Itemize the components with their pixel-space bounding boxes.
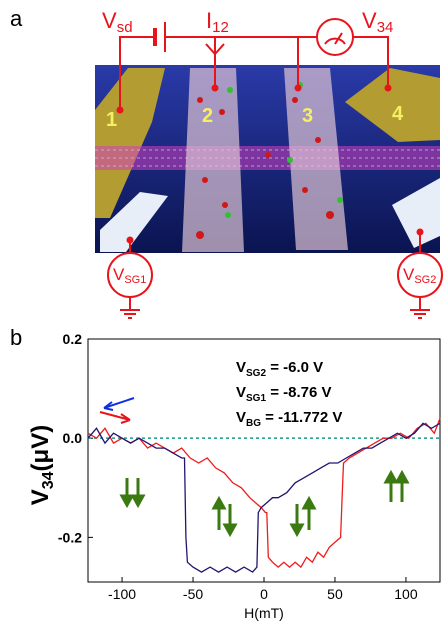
y-tick-label: -0.2 xyxy=(58,529,82,545)
subscript: 12 xyxy=(212,19,229,36)
annotation-value: = -11.772 V xyxy=(261,409,342,426)
subscript: 34 xyxy=(40,471,57,489)
x-tick-label: -50 xyxy=(183,586,203,602)
symbol: I xyxy=(206,8,212,33)
annotation: VSG1 = -8.76 V xyxy=(236,384,332,404)
panel-label: b xyxy=(10,325,22,350)
symbol: V xyxy=(27,489,54,505)
symbol: V xyxy=(362,8,377,33)
symbol: V xyxy=(236,359,246,376)
v34-label: V34 xyxy=(362,8,393,36)
subscript: SG1 xyxy=(246,393,266,404)
spin-arrows xyxy=(119,469,410,538)
symbol: V xyxy=(113,265,125,284)
y-axis-label: V34(μV) xyxy=(27,425,57,506)
x-tick-label: 50 xyxy=(327,586,343,602)
data-line xyxy=(87,422,441,573)
y-tick-label: 0.0 xyxy=(63,430,83,446)
electrode-label: 1 xyxy=(106,109,117,131)
electrode-label: 2 xyxy=(202,105,213,127)
annotation-value: = -6.0 V xyxy=(266,359,323,376)
annotation: VSG2 = -6.0 V xyxy=(236,359,323,379)
x-tick-label: -100 xyxy=(108,586,136,602)
electrode-label: 3 xyxy=(302,105,313,127)
direction-arrows xyxy=(99,397,135,424)
annotation-value: = -8.76 V xyxy=(266,384,331,401)
device-illustration: 1 2 3 4 xyxy=(95,65,440,253)
circuit: Vsd I12 V34 VSG1 VSG2 xyxy=(102,8,443,319)
symbol: V xyxy=(236,384,246,401)
subscript: BG xyxy=(246,418,261,429)
symbol: V xyxy=(102,8,117,33)
annotation: VBG = -11.772 V xyxy=(236,409,342,429)
x-tick-label: 0 xyxy=(260,586,268,602)
data-line xyxy=(87,418,441,569)
vsd-label: Vsd xyxy=(102,8,133,36)
x-tick-label: 100 xyxy=(394,586,418,602)
subscript: 34 xyxy=(377,19,394,36)
subscript: SG2 xyxy=(246,368,266,379)
vsg2-label: VSG2 xyxy=(403,265,436,286)
panel-label: a xyxy=(10,6,23,31)
subscript: SG2 xyxy=(414,274,436,286)
x-axis-label: H(mT) xyxy=(244,605,284,621)
i12-label: I12 xyxy=(206,8,229,36)
symbol: V xyxy=(403,265,415,284)
vsg1-label: VSG1 xyxy=(113,265,146,286)
y-tick-label: 0.2 xyxy=(63,331,83,347)
symbol: V xyxy=(236,409,246,426)
subscript: sd xyxy=(117,19,133,36)
unit: (μV) xyxy=(27,425,54,472)
electrode-label: 4 xyxy=(392,103,404,125)
subscript: SG1 xyxy=(124,274,146,286)
